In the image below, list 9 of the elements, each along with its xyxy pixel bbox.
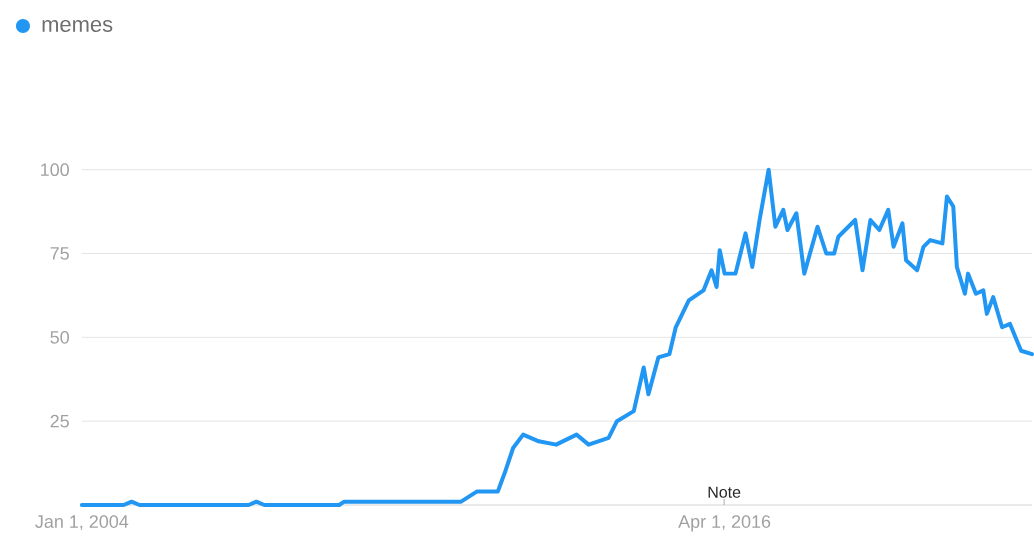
y-tick-label: 100 bbox=[41, 163, 69, 177]
x-tick-label: Jan 1, 2004 bbox=[35, 515, 129, 531]
y-tick-label: 75 bbox=[50, 247, 69, 260]
legend-label: memes bbox=[42, 19, 113, 32]
y-tick-label: 25 bbox=[50, 414, 69, 428]
y-tick-label: 50 bbox=[50, 330, 69, 344]
annotation: Note bbox=[708, 486, 741, 498]
x-tick-label: Apr 1, 2016 bbox=[678, 515, 771, 532]
line-series bbox=[79, 167, 1034, 508]
